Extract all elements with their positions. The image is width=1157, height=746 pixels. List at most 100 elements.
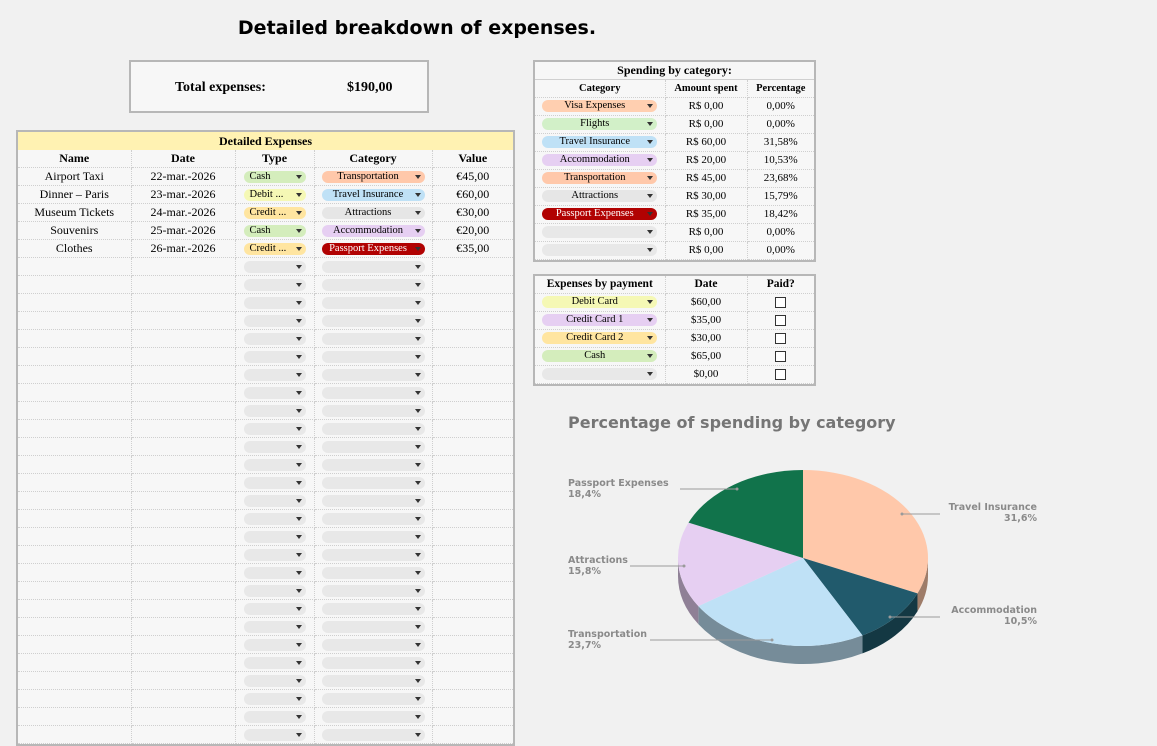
- pie-slice[interactable]: [688, 470, 803, 558]
- type-dropdown[interactable]: [243, 261, 306, 274]
- paid-checkbox[interactable]: [775, 350, 787, 362]
- expense-date-cell[interactable]: 24-mar.-2026: [131, 203, 236, 222]
- payment-method-dropdown[interactable]: Credit Card 1: [542, 314, 658, 327]
- type-dropdown[interactable]: [243, 657, 306, 670]
- category-dropdown[interactable]: [321, 297, 425, 310]
- expense-date-cell[interactable]: 23-mar.-2026: [131, 185, 236, 204]
- expense-date-cell[interactable]: [131, 707, 236, 726]
- paid-checkbox[interactable]: [775, 296, 787, 308]
- expense-name-cell[interactable]: [18, 365, 132, 384]
- expense-value-cell[interactable]: [432, 329, 514, 348]
- expense-date-cell[interactable]: [131, 725, 236, 744]
- spend-category-dropdown[interactable]: Visa Expenses: [542, 100, 658, 113]
- category-dropdown[interactable]: [321, 261, 425, 274]
- expense-date-cell[interactable]: [131, 617, 236, 636]
- type-dropdown[interactable]: [243, 423, 306, 436]
- category-dropdown[interactable]: [321, 459, 425, 472]
- expense-value-cell[interactable]: [432, 275, 514, 294]
- expense-date-cell[interactable]: [131, 527, 236, 546]
- category-dropdown[interactable]: [321, 621, 425, 634]
- expense-name-cell[interactable]: [18, 689, 132, 708]
- type-dropdown[interactable]: [243, 585, 306, 598]
- type-dropdown[interactable]: [243, 711, 306, 724]
- expense-value-cell[interactable]: [432, 383, 514, 402]
- expense-date-cell[interactable]: [131, 563, 236, 582]
- expense-date-cell[interactable]: [131, 599, 236, 618]
- expense-value-cell[interactable]: [432, 581, 514, 600]
- category-dropdown[interactable]: Accommodation: [321, 225, 425, 238]
- type-dropdown[interactable]: [243, 333, 306, 346]
- expense-name-cell[interactable]: [18, 311, 132, 330]
- category-dropdown[interactable]: [321, 351, 425, 364]
- pie-slice[interactable]: [678, 522, 803, 607]
- category-dropdown[interactable]: [321, 729, 425, 742]
- payment-method-dropdown[interactable]: Debit Card: [542, 296, 658, 309]
- expense-name-cell[interactable]: [18, 527, 132, 546]
- expense-name-cell[interactable]: [18, 509, 132, 528]
- type-dropdown[interactable]: Cash: [243, 171, 306, 184]
- expense-value-cell[interactable]: [432, 401, 514, 420]
- expense-name-cell[interactable]: [18, 329, 132, 348]
- type-dropdown[interactable]: [243, 729, 306, 742]
- type-dropdown[interactable]: [243, 549, 306, 562]
- expense-value-cell[interactable]: [432, 455, 514, 474]
- category-dropdown[interactable]: Transportation: [321, 171, 425, 184]
- expense-value-cell[interactable]: €20,00: [432, 221, 514, 240]
- expense-date-cell[interactable]: [131, 401, 236, 420]
- type-dropdown[interactable]: [243, 639, 306, 652]
- expense-name-cell[interactable]: [18, 725, 132, 744]
- type-dropdown[interactable]: [243, 693, 306, 706]
- expense-date-cell[interactable]: [131, 329, 236, 348]
- expense-date-cell[interactable]: [131, 689, 236, 708]
- category-dropdown[interactable]: [321, 279, 425, 292]
- expense-value-cell[interactable]: [432, 725, 514, 744]
- category-dropdown[interactable]: [321, 387, 425, 400]
- spend-category-dropdown[interactable]: Attractions: [542, 190, 658, 203]
- expense-name-cell[interactable]: [18, 455, 132, 474]
- category-dropdown[interactable]: [321, 531, 425, 544]
- expense-value-cell[interactable]: €30,00: [432, 203, 514, 222]
- category-dropdown[interactable]: [321, 675, 425, 688]
- expense-name-cell[interactable]: [18, 599, 132, 618]
- spend-category-dropdown[interactable]: Flights: [542, 118, 658, 131]
- paid-checkbox[interactable]: [775, 314, 787, 326]
- spend-category-dropdown[interactable]: Travel Insurance: [542, 136, 658, 149]
- category-dropdown[interactable]: Attractions: [321, 207, 425, 220]
- category-dropdown[interactable]: [321, 333, 425, 346]
- spend-category-dropdown[interactable]: Passport Expenses: [542, 208, 658, 221]
- expense-date-cell[interactable]: [131, 581, 236, 600]
- expense-date-cell[interactable]: [131, 419, 236, 438]
- expense-name-cell[interactable]: [18, 473, 132, 492]
- category-dropdown[interactable]: [321, 495, 425, 508]
- expense-value-cell[interactable]: [432, 491, 514, 510]
- expense-value-cell[interactable]: [432, 437, 514, 456]
- category-dropdown[interactable]: [321, 315, 425, 328]
- expense-date-cell[interactable]: 25-mar.-2026: [131, 221, 236, 240]
- expense-value-cell[interactable]: [432, 671, 514, 690]
- expense-name-cell[interactable]: Dinner – Paris: [18, 185, 132, 204]
- expense-name-cell[interactable]: [18, 257, 132, 276]
- expense-date-cell[interactable]: [131, 473, 236, 492]
- category-dropdown[interactable]: [321, 711, 425, 724]
- type-dropdown[interactable]: [243, 603, 306, 616]
- category-dropdown[interactable]: [321, 549, 425, 562]
- expense-value-cell[interactable]: [432, 689, 514, 708]
- expense-name-cell[interactable]: [18, 347, 132, 366]
- expense-name-cell[interactable]: [18, 545, 132, 564]
- type-dropdown[interactable]: [243, 495, 306, 508]
- expense-value-cell[interactable]: €45,00: [432, 167, 514, 186]
- category-dropdown[interactable]: Passport Expenses: [321, 243, 425, 256]
- type-dropdown[interactable]: [243, 351, 306, 364]
- expense-name-cell[interactable]: [18, 437, 132, 456]
- type-dropdown[interactable]: [243, 513, 306, 526]
- expense-name-cell[interactable]: [18, 581, 132, 600]
- category-dropdown[interactable]: [321, 513, 425, 526]
- expense-date-cell[interactable]: [131, 509, 236, 528]
- expense-value-cell[interactable]: [432, 707, 514, 726]
- total-expenses-value[interactable]: $190,00: [347, 80, 393, 95]
- type-dropdown[interactable]: [243, 477, 306, 490]
- type-dropdown[interactable]: Credit ...: [243, 207, 306, 220]
- category-dropdown[interactable]: [321, 693, 425, 706]
- type-dropdown[interactable]: [243, 567, 306, 580]
- expense-value-cell[interactable]: [432, 347, 514, 366]
